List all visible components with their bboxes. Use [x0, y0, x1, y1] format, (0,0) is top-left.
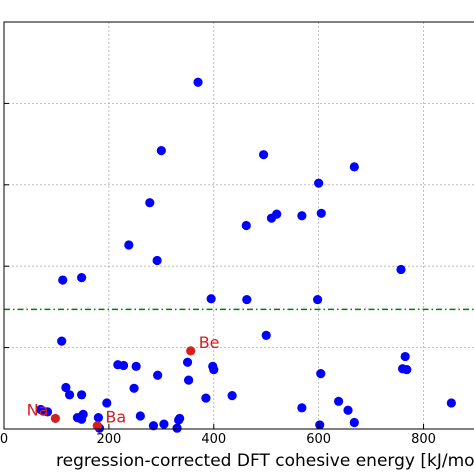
- data-point: [314, 178, 324, 188]
- data-point: [124, 240, 134, 250]
- axis-ticks: [3, 102, 425, 429]
- data-point: [131, 361, 141, 371]
- x-tick-labels: 0 200 400 600 800: [0, 432, 436, 447]
- highlighted-points: Na Ba Be: [27, 333, 220, 431]
- highlight-point: [92, 421, 102, 431]
- data-point: [206, 294, 216, 304]
- data-point: [172, 423, 182, 433]
- data-point: [297, 403, 307, 413]
- data-point: [400, 351, 410, 362]
- x-tick-label: 200: [96, 432, 121, 447]
- data-point: [201, 393, 211, 403]
- point-label: Be: [199, 333, 220, 352]
- highlight-point: [186, 346, 196, 356]
- data-point: [184, 375, 194, 385]
- data-point: [227, 391, 237, 401]
- data-point: [396, 264, 406, 275]
- x-tick-label: 0: [0, 432, 8, 447]
- data-point: [153, 370, 163, 380]
- data-point: [93, 413, 103, 423]
- point-label: Na: [27, 400, 49, 419]
- x-tick-label: 400: [201, 432, 226, 447]
- data-point: [402, 364, 412, 375]
- data-point: [156, 146, 166, 156]
- data-point: [333, 396, 344, 406]
- data-point: [57, 336, 67, 346]
- point-label: Ba: [105, 408, 126, 427]
- data-point: [145, 198, 155, 208]
- data-point: [72, 413, 83, 423]
- data-point: [297, 211, 307, 221]
- data-point: [102, 398, 112, 408]
- data-point: [64, 390, 75, 400]
- data-point: [182, 357, 193, 367]
- data-point: [135, 411, 145, 421]
- data-point: [175, 413, 185, 424]
- data-point: [118, 360, 129, 371]
- plot-frame: [3, 21, 474, 430]
- data-point: [313, 294, 323, 305]
- highlight-point: [50, 413, 60, 424]
- data-point: [241, 220, 251, 231]
- data-point: [77, 272, 87, 283]
- data-point: [343, 405, 353, 415]
- data-point: [77, 390, 87, 400]
- x-tick-label: 600: [306, 432, 331, 447]
- data-point: [42, 407, 53, 417]
- data-point: [316, 208, 326, 218]
- data-point: [315, 420, 325, 430]
- data-points: [36, 77, 456, 433]
- data-point: [446, 398, 456, 408]
- data-point: [58, 275, 68, 285]
- data-point: [349, 162, 359, 172]
- data-point: [152, 255, 162, 266]
- x-tick-label: 800: [411, 432, 436, 447]
- data-point: [259, 150, 269, 160]
- data-point: [148, 421, 159, 431]
- data-point: [316, 369, 326, 379]
- data-point: [193, 77, 203, 87]
- plot-area: [4, 22, 474, 429]
- x-axis-label: regression-corrected DFT cohesive energy…: [56, 451, 474, 471]
- data-point: [261, 330, 271, 340]
- grid: [4, 22, 474, 429]
- data-point: [266, 213, 277, 223]
- data-point: [208, 361, 218, 371]
- data-point: [242, 294, 252, 305]
- data-point: [159, 419, 169, 429]
- data-point: [129, 383, 139, 393]
- data-point: [349, 417, 359, 428]
- data-point: [61, 382, 71, 393]
